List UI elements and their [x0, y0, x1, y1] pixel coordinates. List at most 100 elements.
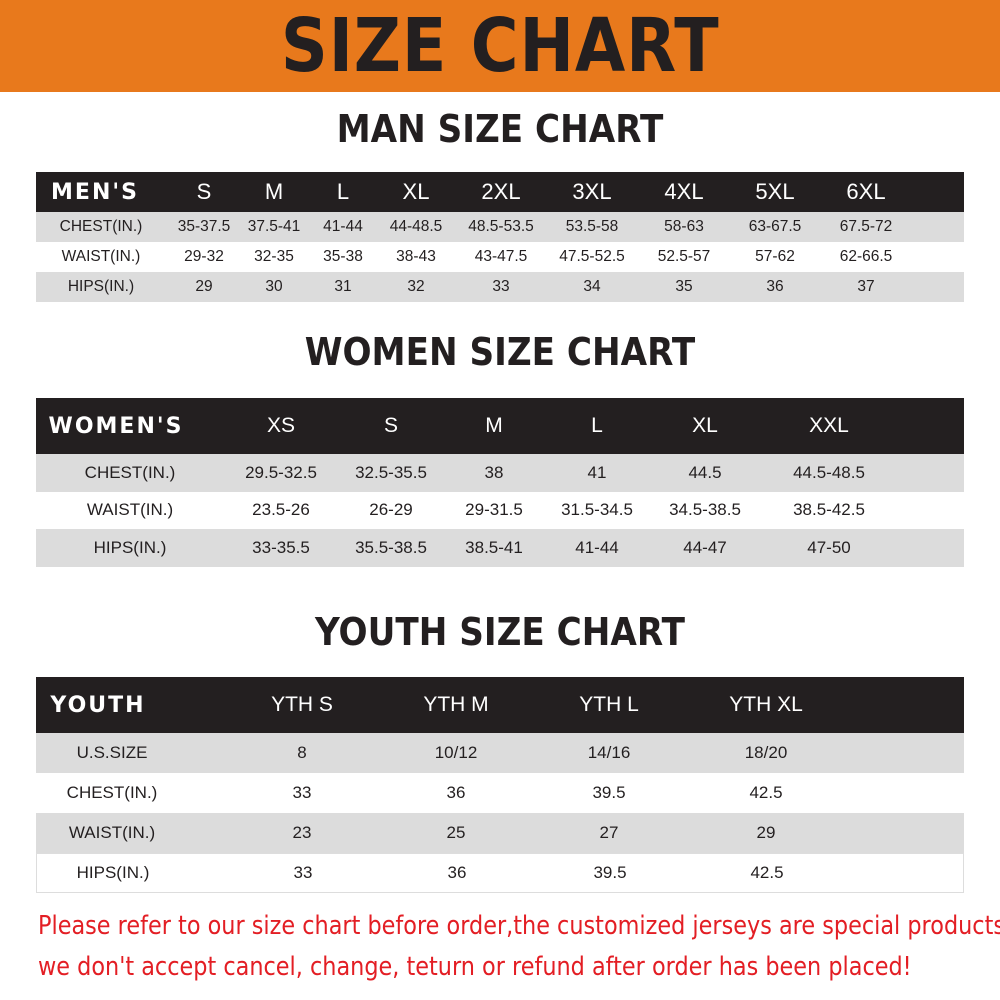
- measurement-cell: 43-47.5: [474, 248, 528, 265]
- measurement-cell: 25: [446, 823, 466, 842]
- table-row: WAIST(IN.) 23 25 27 29: [36, 813, 964, 853]
- size-column-header: L: [336, 179, 350, 204]
- table-row: U.S.SIZE 8 10/12 14/16 18/20: [36, 733, 964, 773]
- size-column-header: YTH XL: [729, 693, 803, 716]
- notice-line-1: Please refer to our size chart before or…: [38, 911, 1000, 941]
- measurement-cell: 37: [857, 278, 875, 295]
- measurement-cell: 35: [675, 278, 693, 295]
- women-header-label: WOMEN'S: [48, 413, 184, 439]
- measurement-cell: 31.5-34.5: [561, 500, 633, 520]
- size-column-header: 2XL: [481, 179, 521, 204]
- measurement-cell: 34: [583, 278, 601, 295]
- measurement-cell: 62-66.5: [839, 248, 893, 265]
- measurement-cell: 30: [265, 278, 283, 295]
- measurement-cell: 57-62: [755, 248, 795, 265]
- size-column-header: S: [196, 179, 212, 204]
- size-column-header: YTH M: [423, 693, 489, 716]
- measurement-cell: 41-44: [323, 218, 363, 235]
- measurement-cell: 14/16: [587, 743, 631, 762]
- measurement-cell: 53.5-58: [565, 218, 619, 235]
- measurement-cell: 29: [756, 823, 776, 842]
- row-label: CHEST(IN.): [59, 218, 143, 235]
- measurement-cell: 67.5-72: [839, 218, 893, 235]
- measurement-cell: 52.5-57: [657, 248, 711, 265]
- measurement-cell: 23.5-26: [252, 500, 310, 520]
- measurement-cell: 33: [292, 783, 312, 802]
- measurement-cell: 10/12: [434, 743, 478, 762]
- measurement-cell: 18/20: [744, 743, 788, 762]
- women-size-table: WOMEN'S XS S M L XL XXL CHEST(IN.) 29.5-32.5 32.5…: [36, 398, 964, 567]
- measurement-cell: 27: [599, 823, 619, 842]
- measurement-cell: 44.5: [688, 462, 722, 482]
- row-label: HIPS(IN.): [67, 278, 135, 295]
- measurement-cell: 39.5: [593, 863, 627, 882]
- size-column-header: M: [264, 179, 284, 204]
- measurement-cell: 44-47: [683, 537, 727, 557]
- table-row: HIPS(IN.) 29 30 31 32 33 34 35 36 37: [36, 272, 964, 302]
- measurement-cell: 23: [292, 823, 312, 842]
- table-row: WAIST(IN.) 23.5-26 26-29 29-31.5 31.5-34.5 34…: [36, 491, 964, 529]
- measurement-cell: 38: [484, 462, 504, 482]
- size-column-header: YTH S: [271, 693, 333, 716]
- row-label: WAIST(IN.): [86, 500, 174, 520]
- row-label: U.S.SIZE: [76, 743, 148, 762]
- notice-line-2: we don't accept cancel, change, teturn o…: [38, 952, 912, 982]
- youth-size-table: YOUTH YTH S YTH M YTH L YTH XL U.S.SIZE 8 10/12…: [36, 677, 964, 893]
- measurement-cell: 29.5-32.5: [245, 462, 317, 482]
- measurement-cell: 32: [407, 278, 425, 295]
- measurement-cell: 47.5-52.5: [559, 248, 625, 265]
- measurement-cell: 37.5-41: [247, 218, 301, 235]
- measurement-cell: 38-43: [396, 248, 436, 265]
- measurement-cell: 44.5-48.5: [793, 462, 865, 482]
- measurement-cell: 35-38: [323, 248, 363, 265]
- measurement-cell: 32.5-35.5: [355, 462, 427, 482]
- measurement-cell: 38.5-42.5: [793, 500, 865, 520]
- measurement-cell: 63-67.5: [748, 218, 802, 235]
- table-row: CHEST(IN.) 35-37.5 37.5-41 41-44 44-48.5 48.5…: [36, 212, 964, 242]
- men-header-label: MEN'S: [51, 179, 139, 205]
- measurement-cell: 33: [293, 863, 313, 882]
- men-heading: MAN SIZE CHART: [336, 107, 664, 151]
- measurement-cell: 32-35: [254, 248, 294, 265]
- size-column-header: L: [591, 414, 603, 437]
- youth-heading: YOUTH SIZE CHART: [314, 610, 685, 654]
- measurement-cell: 35.5-38.5: [355, 537, 427, 557]
- size-column-header: 5XL: [755, 179, 795, 204]
- men-size-table: MEN'S S M L XL 2XL 3XL 4XL 5XL 6XL CHEST(IN.) 35-37…: [36, 172, 964, 302]
- row-label: CHEST(IN.): [84, 462, 176, 482]
- size-column-header: 3XL: [572, 179, 612, 204]
- measurement-cell: 47-50: [807, 537, 851, 557]
- table-row: HIPS(IN.) 33-35.5 35.5-38.5 38.5-41 41-44 44-…: [36, 529, 964, 567]
- size-column-header: 6XL: [846, 179, 886, 204]
- page-title: SIZE CHART: [280, 3, 720, 89]
- row-label: HIPS(IN.): [93, 537, 167, 557]
- size-column-header: XXL: [809, 414, 849, 437]
- title-banner: SIZE CHART: [0, 0, 1000, 92]
- measurement-cell: 33-35.5: [252, 537, 310, 557]
- measurement-cell: 8: [297, 743, 307, 762]
- table-row: HIPS(IN.) 33 36 39.5 42.5: [36, 853, 964, 893]
- women-heading: WOMEN SIZE CHART: [304, 330, 696, 374]
- measurement-cell: 34.5-38.5: [669, 500, 741, 520]
- measurement-cell: 36: [447, 863, 467, 882]
- size-column-header: 4XL: [664, 179, 704, 204]
- women-header-row: WOMEN'S XS S M L XL XXL: [36, 398, 964, 454]
- measurement-cell: 48.5-53.5: [468, 218, 534, 235]
- measurement-cell: 44-48.5: [389, 218, 443, 235]
- table-row: CHEST(IN.) 29.5-32.5 32.5-35.5 38 41 44.5 44.5…: [36, 454, 964, 492]
- table-row: CHEST(IN.) 33 36 39.5 42.5: [36, 773, 964, 813]
- row-label: WAIST(IN.): [61, 248, 141, 265]
- measurement-cell: 33: [492, 278, 510, 295]
- measurement-cell: 26-29: [369, 500, 413, 520]
- measurement-cell: 41-44: [575, 537, 619, 557]
- measurement-cell: 42.5: [749, 783, 783, 802]
- measurement-cell: 36: [766, 278, 784, 295]
- size-column-header: XS: [266, 414, 296, 437]
- size-column-header: XL: [402, 179, 430, 204]
- measurement-cell: 36: [446, 783, 466, 802]
- table-row: WAIST(IN.) 29-32 32-35 35-38 38-43 43-47.5 47.…: [36, 242, 964, 272]
- row-label: HIPS(IN.): [76, 863, 150, 882]
- measurement-cell: 29: [195, 278, 213, 295]
- row-label: CHEST(IN.): [66, 783, 158, 802]
- measurement-cell: 41: [587, 462, 607, 482]
